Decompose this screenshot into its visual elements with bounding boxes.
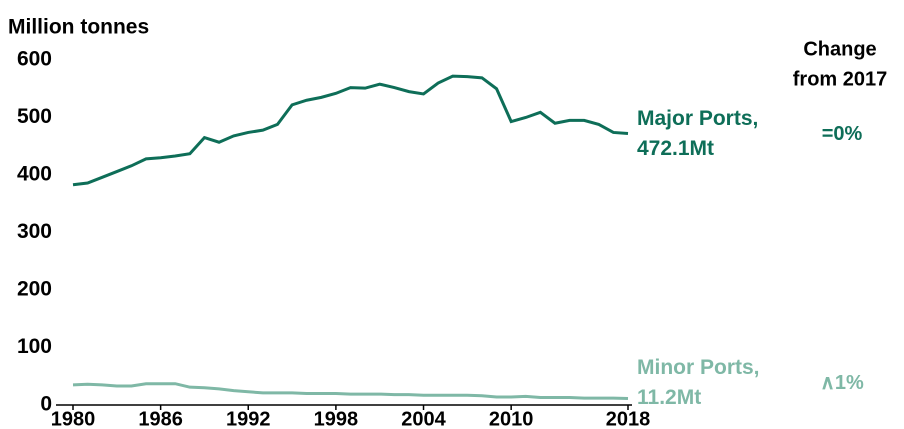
x-tick-label: 1998 bbox=[314, 408, 359, 429]
change-header: from 2017 bbox=[793, 68, 888, 90]
y-tick-label: 300 bbox=[17, 220, 52, 243]
x-tick-label: 1986 bbox=[138, 408, 183, 429]
series-label: Major Ports, bbox=[637, 107, 758, 130]
change-value: ∧1% bbox=[820, 372, 864, 394]
series-label: 472.1Mt bbox=[637, 137, 714, 160]
y-tick-label: 400 bbox=[17, 163, 52, 186]
series-line bbox=[72, 382, 629, 401]
y-tick-label: 600 bbox=[17, 48, 52, 71]
change-header: Change bbox=[803, 38, 876, 60]
y-tick-label: 500 bbox=[17, 105, 52, 128]
series-label: 11.2Mt bbox=[637, 386, 701, 409]
y-tick-label: 0 bbox=[40, 393, 52, 416]
chart-title: Million tonnes bbox=[8, 16, 149, 39]
x-tick-label: 1992 bbox=[226, 408, 271, 429]
x-tick-label: 2010 bbox=[489, 408, 534, 429]
x-tick-label: 1980 bbox=[51, 408, 96, 429]
y-tick-label: 100 bbox=[17, 335, 52, 358]
x-tick-label: 2018 bbox=[606, 408, 651, 429]
series-line bbox=[72, 74, 629, 187]
series-label: Minor Ports, bbox=[637, 356, 760, 379]
change-value: =0% bbox=[822, 123, 863, 145]
y-tick-label: 200 bbox=[17, 278, 52, 301]
x-tick-label: 2004 bbox=[401, 408, 446, 429]
